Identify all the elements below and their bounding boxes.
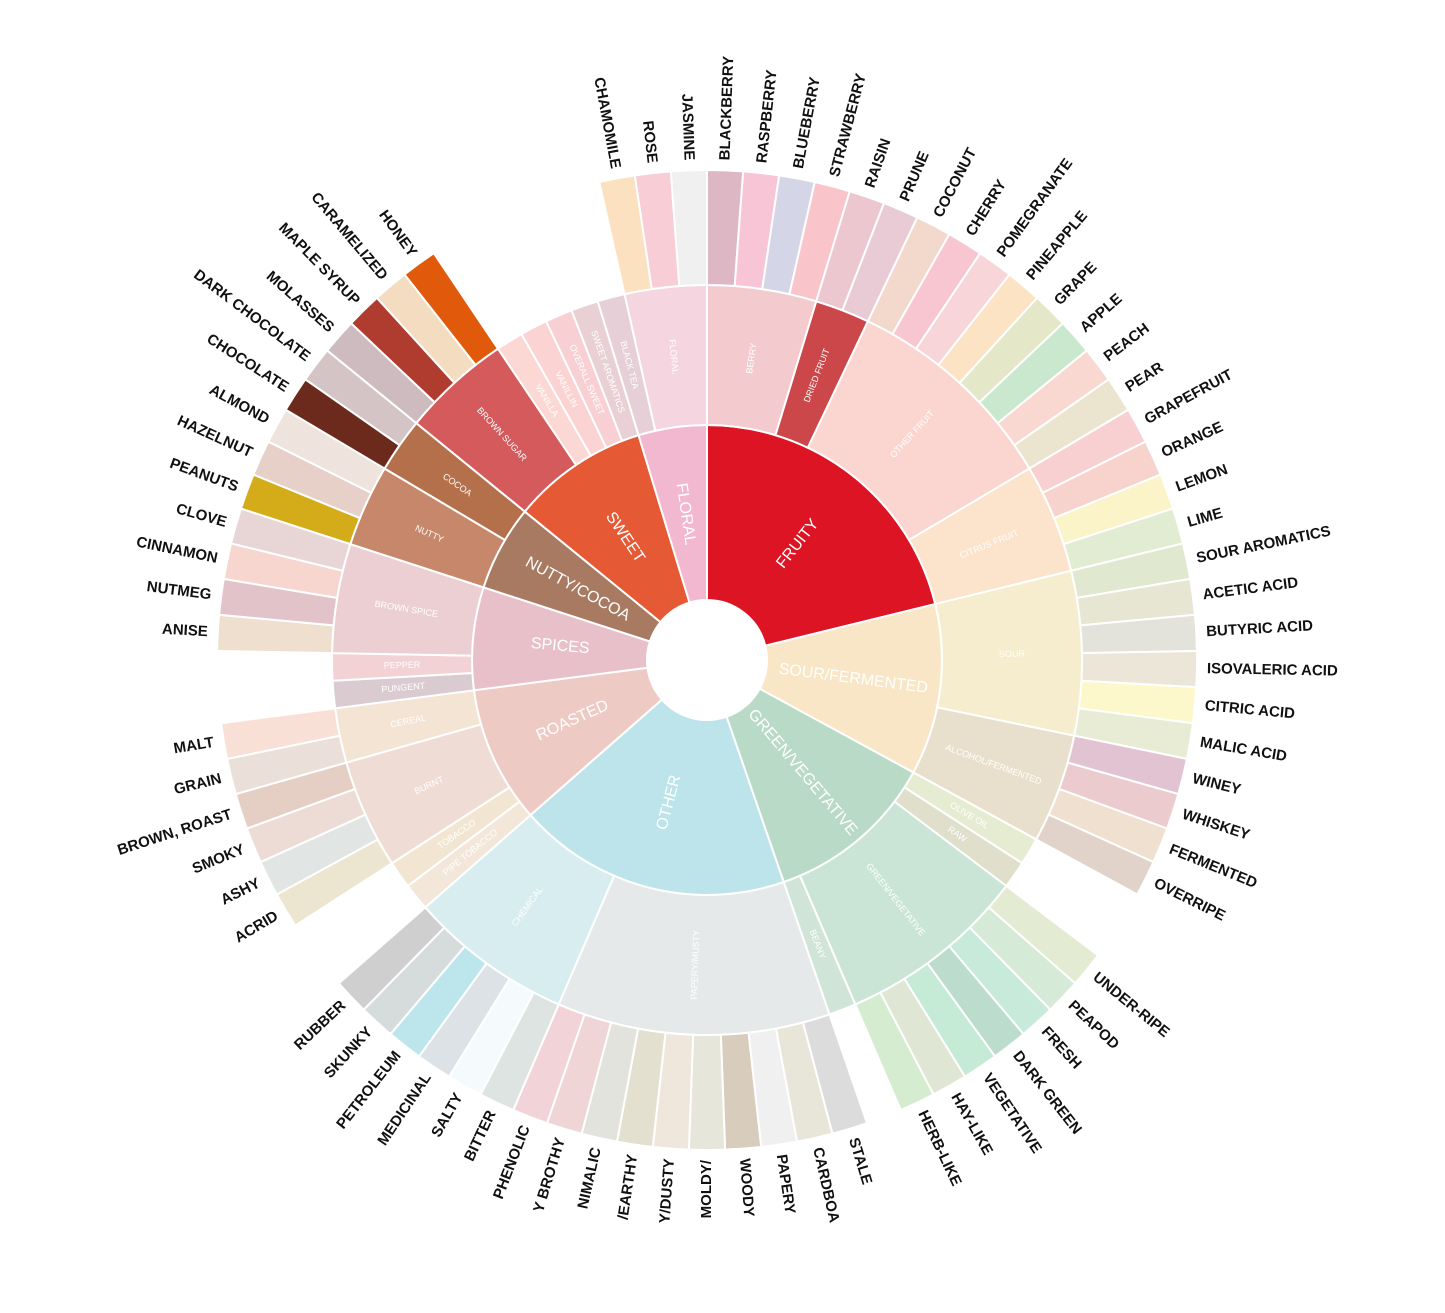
flavor-label: STRAWBERRY: [826, 72, 870, 179]
flavor-label: BLACKBERRY: [716, 56, 737, 161]
flavor-label: SMOKY: [190, 841, 247, 878]
flavor-label: BUTYRIC ACID: [1206, 617, 1314, 640]
flavor-label: ROSE: [639, 120, 661, 164]
flavor-label: PEACH: [1101, 320, 1153, 365]
flavor-label: ACRID: [232, 907, 282, 946]
subcategory-label: SOUR: [999, 648, 1026, 658]
flavor-label: SOUR AROMATICS: [1195, 523, 1332, 567]
flavor-label: COCONUT: [930, 145, 980, 220]
flavor-label: CLOVE: [174, 500, 228, 530]
flavor-label: MALT: [172, 734, 215, 757]
flavor-label: RUBBER: [291, 997, 349, 1054]
flavor-label: ISOVALERIC ACID: [1207, 660, 1338, 679]
subcategory-label: PEPPER: [384, 660, 421, 671]
flavor-label: SKUNKY: [321, 1023, 376, 1081]
flavor-label: CINNAMON: [135, 534, 219, 567]
subcategory-label: FLORAL: [667, 339, 681, 375]
segment: [669, 168, 708, 288]
flavor-label: GRAPE: [1051, 259, 1101, 309]
flavor-label: CHAMOMILE: [590, 76, 624, 170]
flavor-label: SALTY: [428, 1090, 467, 1140]
flavor-label: CITRIC ACID: [1204, 697, 1296, 722]
flavor-label: LEMON: [1173, 461, 1230, 496]
flavor-label: PRUNE: [896, 149, 932, 204]
flavor-label: WHISKEY: [1180, 806, 1252, 844]
flavor-label: BLUEBERRY: [790, 76, 824, 170]
flavor-label: STALE: [845, 1136, 875, 1187]
flavor-label: /EARTHY: [615, 1153, 642, 1221]
flavor-label: OVERRIPE: [1151, 875, 1228, 925]
flavor-label: LIME: [1185, 505, 1224, 531]
flavor-label: WINEY: [1191, 770, 1243, 798]
flavor-label: Y/DUSTY: [656, 1158, 678, 1224]
subcategory-label: PAPERY/MUSTY: [689, 930, 702, 1000]
flavor-label: MALIC ACID: [1199, 734, 1289, 765]
flavor-label: Y BROTHY: [530, 1136, 569, 1215]
flavor-label: DARK CHOCOLATE: [190, 266, 313, 365]
flavor-label: PEANUTS: [167, 455, 240, 496]
flavor-label: RAISIN: [862, 136, 895, 190]
segment: [687, 1033, 727, 1152]
flavor-label: ALMOND: [206, 381, 272, 428]
flavor-label: HAZELNUT: [175, 412, 256, 461]
category-label: SPICES: [530, 635, 590, 657]
flavor-label: CARDBOA: [809, 1146, 842, 1225]
flavor-label: PEAR: [1122, 359, 1166, 396]
flavor-label: APPLE: [1077, 290, 1126, 336]
flavor-label: FRESH: [1038, 1023, 1085, 1072]
flavor-label: NUTMEG: [146, 578, 213, 603]
flavor-label: JASMINE: [678, 93, 697, 160]
flavor-label: PHENOLIC: [490, 1123, 534, 1202]
flavor-label: HAY-LIKE: [947, 1090, 996, 1158]
flavor-label: FERMENTED: [1167, 841, 1260, 892]
subcategory-label: BERRY: [744, 342, 758, 374]
flavor-label: NIMALIC: [574, 1146, 604, 1211]
flavor-label: CHERRY: [963, 177, 1011, 239]
flavor-label: HONEY: [375, 207, 420, 260]
flavor-label: ORANGE: [1159, 418, 1226, 461]
flavor-label: ASHY: [218, 875, 263, 909]
flavor-label: GRAIN: [172, 770, 223, 798]
flavor-label: RASPBERRY: [753, 69, 780, 164]
flavor-label: ANISE: [162, 621, 209, 641]
flavor-label: WOODY: [736, 1158, 757, 1217]
flavor-label: BITTER: [461, 1108, 500, 1164]
flavor-label: ACETIC ACID: [1202, 574, 1300, 603]
subcategory-label: PUNGENT: [381, 680, 426, 694]
flavor-label: HERB-LIKE: [914, 1108, 964, 1189]
flavor-label: PAPERY: [773, 1153, 799, 1215]
flavor-label: MOLDY/: [698, 1159, 715, 1218]
flavor-label: PEAPOD: [1065, 997, 1123, 1053]
